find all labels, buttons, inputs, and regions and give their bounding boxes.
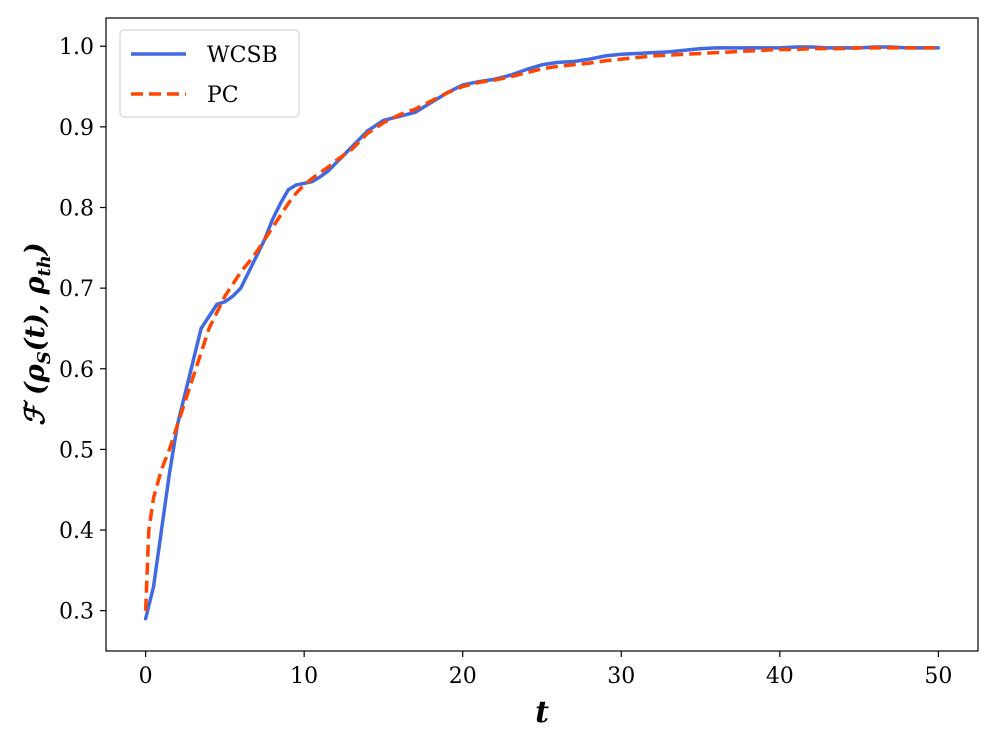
y-tick-label: 0.7 [59, 277, 94, 302]
y-tick-label: 0.4 [59, 519, 94, 544]
x-tick-label: 40 [766, 664, 794, 689]
legend-label-wcsb: WCSB [207, 43, 278, 68]
y-tick-label: 0.5 [59, 438, 94, 463]
legend: WCSB PC [119, 29, 300, 118]
y-axis: 0.3 0.4 0.5 0.6 0.7 0.8 0.9 1.0 [59, 35, 106, 625]
y-tick-label: 0.9 [59, 116, 94, 141]
x-tick-label: 50 [924, 664, 952, 689]
x-tick-label: 10 [290, 664, 318, 689]
y-tick-label: 0.6 [59, 358, 94, 383]
legend-label-pc: PC [207, 83, 239, 108]
legend-box [119, 29, 300, 118]
plot-frame [105, 17, 979, 652]
y-tick-label: 0.8 [59, 196, 94, 221]
x-axis: 0 10 20 30 40 50 [139, 651, 952, 689]
series-line-pc [143, 46, 939, 611]
x-tick-label: 20 [449, 664, 477, 689]
y-axis-label: ℱ (ρS(t), ρth) [20, 242, 55, 425]
x-axis-label: t [535, 695, 549, 730]
y-tick-label: 0.3 [59, 600, 94, 625]
x-tick-label: 0 [139, 664, 153, 689]
x-tick-label: 30 [607, 664, 635, 689]
series-layer [143, 45, 941, 621]
y-tick-label: 1.0 [59, 35, 94, 60]
